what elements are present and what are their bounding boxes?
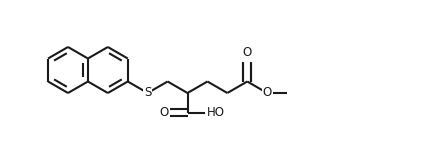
Text: HO: HO xyxy=(207,106,225,119)
Text: O: O xyxy=(262,86,272,100)
Text: S: S xyxy=(144,86,151,100)
Text: O: O xyxy=(159,106,168,119)
Text: O: O xyxy=(243,46,252,59)
